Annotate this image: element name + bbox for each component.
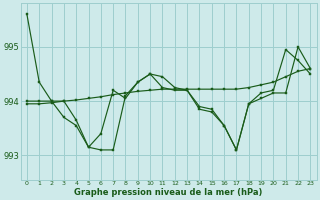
X-axis label: Graphe pression niveau de la mer (hPa): Graphe pression niveau de la mer (hPa) <box>75 188 263 197</box>
